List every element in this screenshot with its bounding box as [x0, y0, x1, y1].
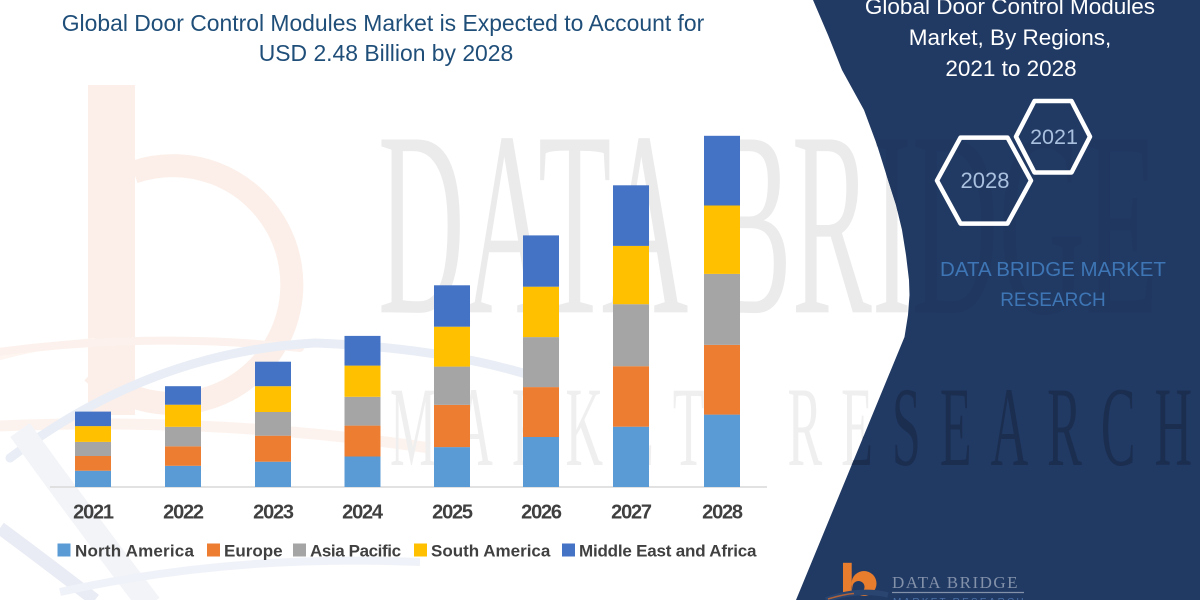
- svg-text:2022: 2022: [163, 502, 204, 524]
- svg-text:2021: 2021: [73, 502, 114, 524]
- svg-text:2026: 2026: [521, 502, 562, 524]
- svg-text:2025: 2025: [432, 502, 473, 524]
- svg-text:2027: 2027: [611, 502, 652, 524]
- svg-text:DATA BRIDGE: DATA BRIDGE: [892, 573, 1019, 592]
- svg-text:Global Door Control Modules: Global Door Control Modules: [865, 0, 1155, 19]
- svg-text:North America: North America: [75, 542, 194, 561]
- svg-text:Asia Pacific: Asia Pacific: [310, 542, 401, 561]
- svg-text:South America: South America: [431, 542, 551, 561]
- svg-text:Middle East and Africa: Middle East and Africa: [579, 542, 757, 561]
- svg-text:2023: 2023: [253, 502, 294, 524]
- svg-text:2028: 2028: [702, 502, 743, 524]
- svg-text:2021 to 2028: 2021 to 2028: [945, 56, 1076, 81]
- svg-text:MARKET RESEARCH: MARKET RESEARCH: [893, 597, 1026, 600]
- svg-text:USD 2.48 Billion by 2028: USD 2.48 Billion by 2028: [259, 40, 514, 66]
- svg-text:2028: 2028: [961, 168, 1010, 193]
- svg-text:Europe: Europe: [224, 542, 283, 561]
- svg-text:DATA BRIDGE MARKET: DATA BRIDGE MARKET: [940, 258, 1166, 281]
- svg-text:Market, By Regions,: Market, By Regions,: [909, 25, 1112, 50]
- svg-text:Global Door Control Modules Ma: Global Door Control Modules Market is Ex…: [62, 10, 705, 36]
- svg-text:2024: 2024: [342, 502, 384, 524]
- svg-text:RESEARCH: RESEARCH: [1000, 290, 1106, 311]
- svg-text:2021: 2021: [1030, 125, 1078, 149]
